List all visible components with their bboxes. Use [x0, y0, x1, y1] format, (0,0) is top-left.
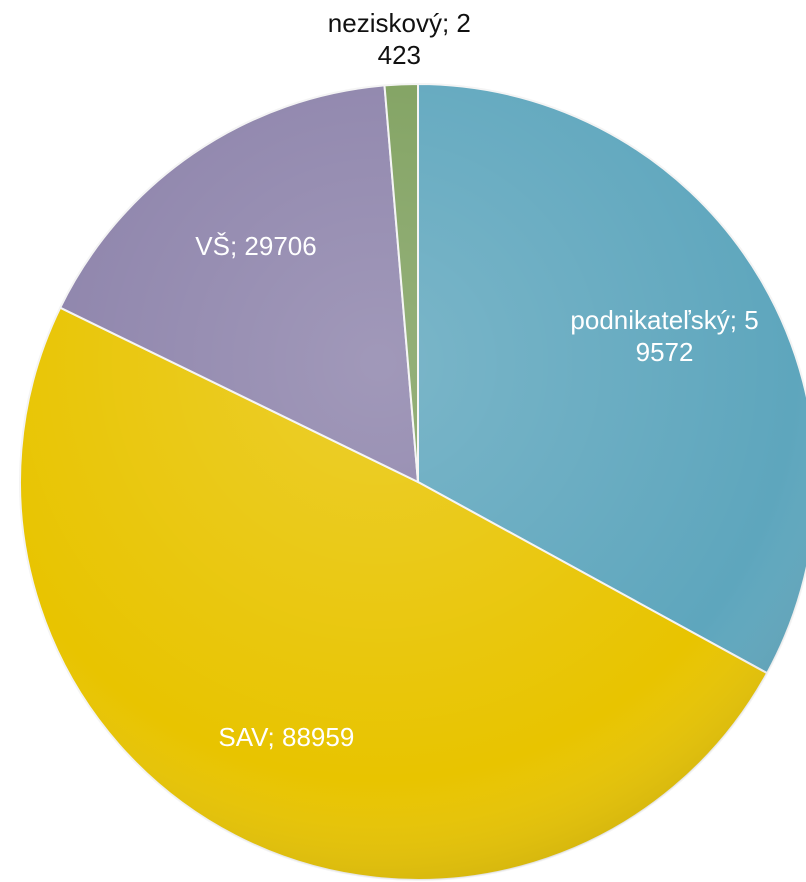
slice-label: neziskový; 2423	[327, 8, 471, 71]
slice-label: VŠ; 29706	[195, 230, 317, 261]
slice-label: podnikateľský; 59572	[570, 304, 759, 367]
slice-label: SAV; 88959	[218, 721, 355, 752]
